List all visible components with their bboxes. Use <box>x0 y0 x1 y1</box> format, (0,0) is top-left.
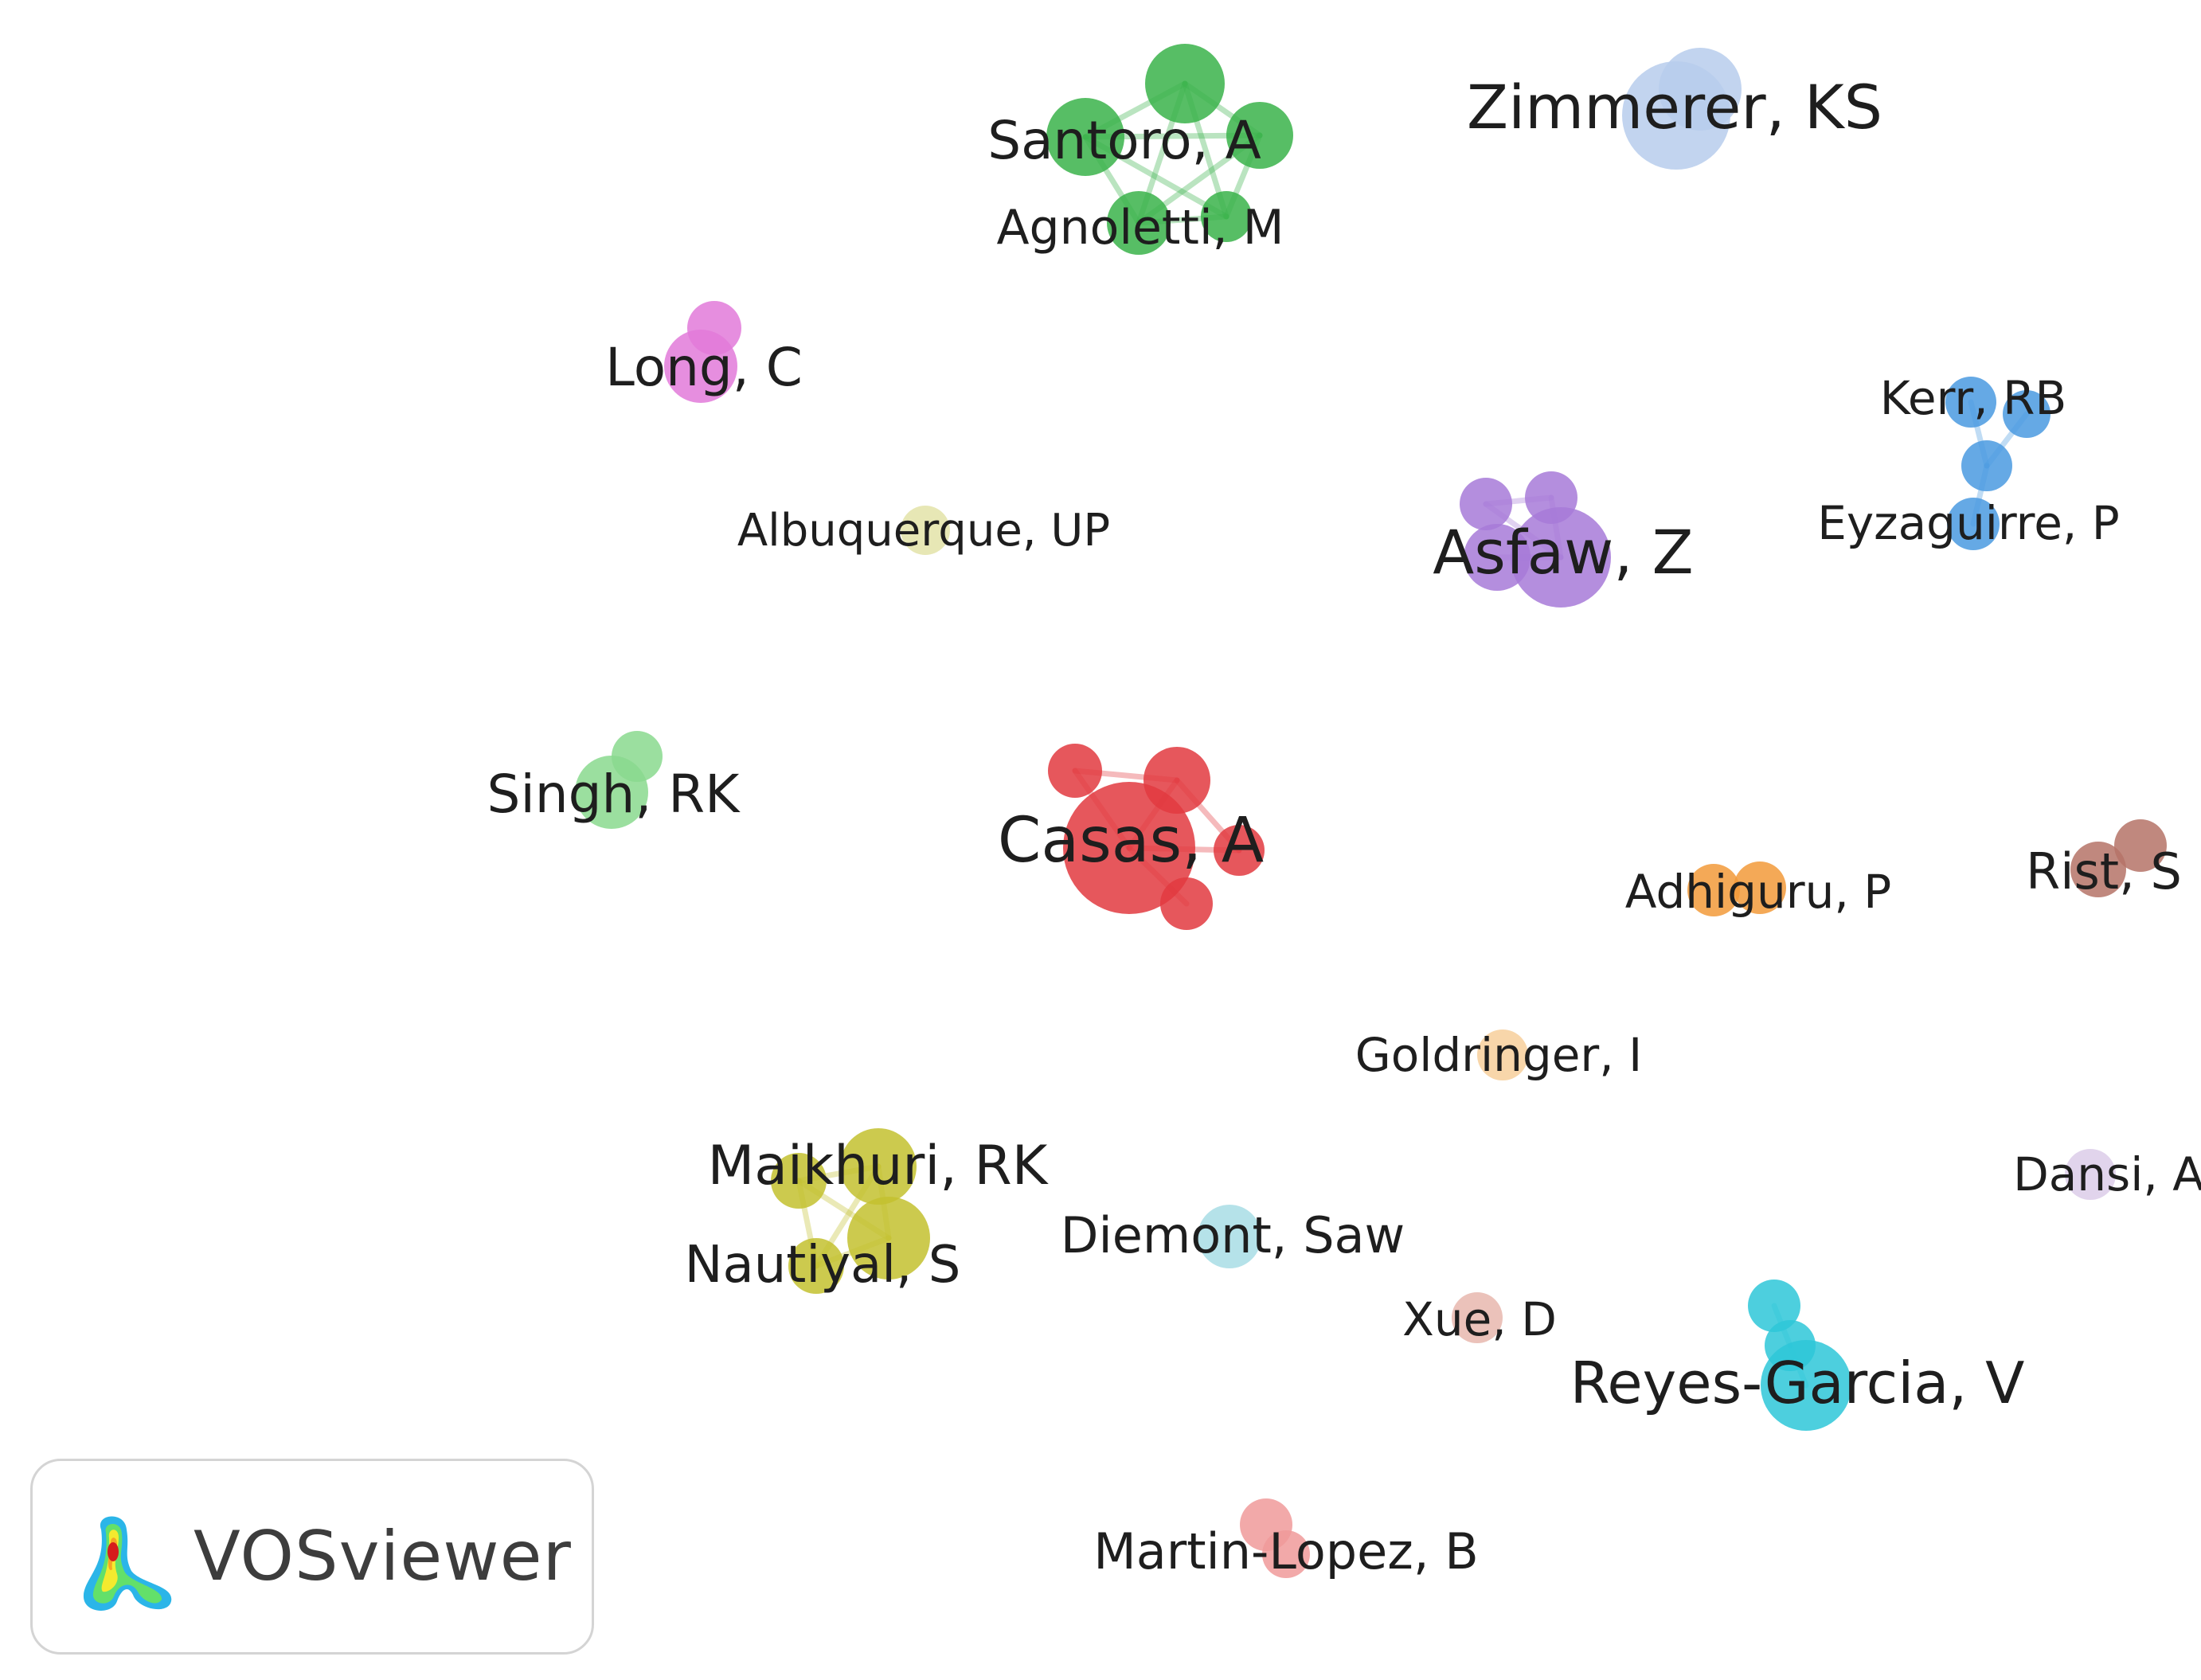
maikhuri-node-bubble[interactable] <box>840 1128 917 1205</box>
node-label-dansi[interactable]: Dansi, A <box>2013 1147 2201 1201</box>
asfaw-node-bubble[interactable] <box>1511 507 1611 608</box>
casas-node-bubble[interactable] <box>1048 744 1102 798</box>
node-label-martin[interactable]: Martin-Lopez, B <box>1093 1522 1479 1580</box>
vosviewer-heatmap-icon <box>83 1516 172 1611</box>
adhiguru-node-bubble[interactable] <box>1687 864 1740 916</box>
reyes-node-bubble[interactable] <box>1761 1340 1851 1431</box>
santoro-node-bubble[interactable] <box>1226 102 1293 169</box>
node-label-asfaw[interactable]: Asfaw, Z <box>1433 517 1693 588</box>
node-label-zimmerer[interactable]: Zimmerer, KS <box>1467 72 1882 143</box>
labels-layer: Zimmerer, KS Santoro, A Agnoletti, M Long, … <box>487 72 2201 1580</box>
maikhuri-node-bubble[interactable] <box>847 1197 930 1280</box>
santoro-node-bubble[interactable] <box>1107 191 1171 255</box>
casas-node-bubble[interactable] <box>1063 782 1195 914</box>
node-label-adhiguru[interactable]: Adhiguru, P <box>1625 865 1891 919</box>
santoro-node-bubble[interactable] <box>1046 98 1124 176</box>
node-label-albuquerque[interactable]: Albuquerque, UP <box>737 505 1110 557</box>
rist-node-bubble[interactable] <box>2114 819 2167 872</box>
node-label-diemont[interactable]: Diemont, Saw <box>1061 1206 1405 1264</box>
node-label-kerr[interactable]: Kerr, RB <box>1880 371 2066 425</box>
xue-node-bubble[interactable] <box>1452 1292 1503 1343</box>
kerr-node-bubble[interactable] <box>1945 377 1996 428</box>
santoro-node-bubble[interactable] <box>1201 191 1252 242</box>
maikhuri-node-bubble[interactable] <box>788 1238 844 1294</box>
zimmerer-node-bubble[interactable] <box>1622 61 1730 170</box>
node-label-singh[interactable]: Singh, RK <box>487 764 741 825</box>
maikhuri-node-bubble[interactable] <box>771 1153 827 1209</box>
node-label-kerr[interactable]: Eyzaguirre, P <box>1817 496 2120 550</box>
vosviewer-logo-text: VOSviewer <box>194 1517 572 1596</box>
vosviewer-logo: VOSviewer <box>30 1459 594 1655</box>
node-label-long[interactable]: Long, C <box>605 337 803 398</box>
singh-node-bubble[interactable] <box>575 756 648 829</box>
casas-node-bubble[interactable] <box>1214 825 1265 876</box>
martin-node-bubble[interactable] <box>1262 1530 1310 1578</box>
santoro-node-bubble[interactable] <box>1145 44 1225 123</box>
asfaw-node-bubble[interactable] <box>1460 478 1512 530</box>
reyes-node-bubble[interactable] <box>1748 1280 1800 1332</box>
node-label-maikhuri[interactable]: Nautiyal, S <box>685 1236 961 1295</box>
albuquerque-node-bubble[interactable] <box>901 506 950 555</box>
bubbles-layer <box>575 44 2167 1578</box>
node-label-goldringer[interactable]: Goldringer, I <box>1355 1028 1642 1082</box>
goldringer-node-bubble[interactable] <box>1477 1029 1528 1080</box>
node-label-casas[interactable]: Casas, A <box>998 805 1264 877</box>
adhiguru-node-bubble[interactable] <box>1734 861 1786 914</box>
casas-node-bubble[interactable] <box>1160 877 1213 930</box>
node-label-xue[interactable]: Xue, D <box>1402 1292 1557 1346</box>
node-label-santoro[interactable]: Santoro, A <box>987 110 1261 171</box>
node-label-reyes[interactable]: Reyes-Garcia, V <box>1570 1350 2025 1416</box>
asfaw-node-bubble[interactable] <box>1464 524 1531 591</box>
node-label-santoro[interactable]: Agnoletti, M <box>996 200 1284 256</box>
long-node-bubble[interactable] <box>664 330 737 403</box>
dansi-node-bubble[interactable] <box>2065 1149 2116 1200</box>
node-label-rist[interactable]: Rist, S <box>2026 842 2182 901</box>
kerr-node-bubble[interactable] <box>1961 440 2012 491</box>
node-label-maikhuri[interactable]: Maikhuri, RK <box>708 1135 1050 1197</box>
kerr-node-bubble[interactable] <box>2003 390 2050 438</box>
diemont-node-bubble[interactable] <box>1198 1205 1261 1268</box>
kerr-node-bubble[interactable] <box>1947 498 2000 550</box>
rist-node-bubble[interactable] <box>2070 842 2126 897</box>
